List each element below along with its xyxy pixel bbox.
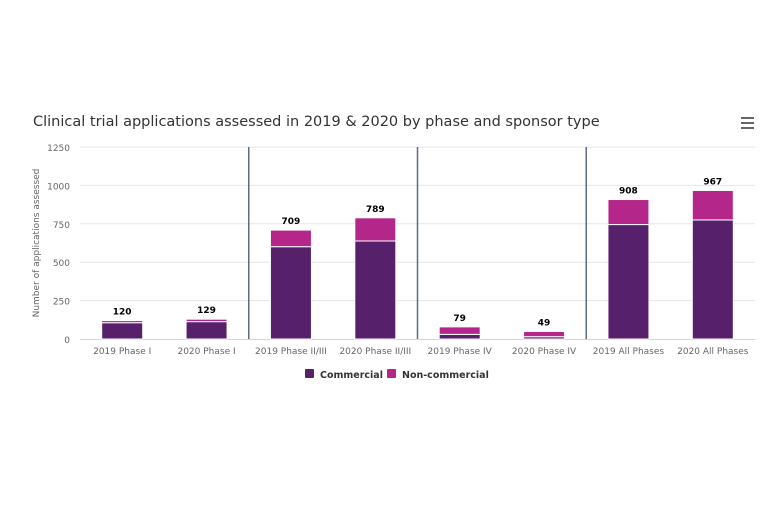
bar-non-commercial [101, 320, 144, 324]
total-data-label: 129 [197, 306, 216, 316]
total-data-label: 789 [366, 205, 385, 215]
x-tick-label: 2020 Phase I [177, 347, 235, 357]
bar-non-commercial [354, 217, 397, 242]
y-tick-label: 1250 [47, 144, 70, 154]
y-tick-label: 250 [53, 298, 70, 308]
bar-commercial [101, 322, 144, 340]
legend-swatch-commercial [305, 369, 314, 378]
x-tick-label: 2019 Phase II/III [255, 347, 327, 357]
total-data-label: 79 [453, 314, 466, 324]
total-data-label: 709 [282, 217, 301, 227]
bar-non-commercial [607, 199, 650, 226]
y-tick-label: 500 [53, 259, 70, 269]
total-data-label: 908 [619, 187, 638, 197]
legend-swatch-non-commercial [387, 369, 396, 378]
bar-commercial [185, 321, 228, 340]
bar-non-commercial [438, 326, 481, 335]
bar-commercial [691, 219, 734, 340]
bar-commercial [354, 240, 397, 340]
total-data-label: 49 [538, 318, 551, 328]
x-tick-label: 2019 Phase I [93, 347, 151, 357]
bar-non-commercial [185, 318, 228, 323]
x-tick-label: 2020 Phase IV [512, 347, 577, 357]
legend-item-commercial[interactable]: Commercial [320, 370, 383, 381]
y-tick-label: 1000 [47, 182, 70, 192]
bar-non-commercial [523, 330, 566, 338]
total-data-label: 120 [113, 308, 132, 318]
bar-commercial [269, 246, 312, 340]
hamburger-menu-icon[interactable] [741, 117, 754, 129]
legend-item-non-commercial[interactable]: Non-commercial [402, 370, 489, 381]
bar-commercial [438, 333, 481, 340]
y-axis-title: Number of applications assessed [32, 169, 42, 318]
y-tick-label: 0 [64, 336, 70, 346]
x-tick-label: 2019 Phase IV [428, 347, 493, 357]
y-tick-label: 750 [53, 221, 70, 231]
x-tick-label: 2020 All Phases [677, 347, 749, 357]
bar-non-commercial [691, 189, 734, 221]
x-tick-label: 2019 All Phases [593, 347, 665, 357]
bar-commercial [607, 224, 650, 340]
chart-title: Clinical trial applications assessed in … [33, 114, 600, 130]
bar-non-commercial [269, 229, 312, 248]
total-data-label: 967 [703, 177, 722, 187]
x-tick-label: 2020 Phase II/III [339, 347, 411, 357]
